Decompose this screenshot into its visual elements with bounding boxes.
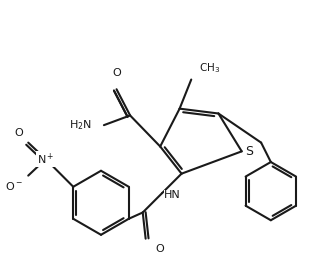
Text: O: O — [112, 68, 121, 77]
Text: S: S — [245, 145, 254, 158]
Text: O: O — [15, 128, 23, 138]
Text: H$_2$N: H$_2$N — [69, 118, 92, 132]
Text: O$^-$: O$^-$ — [5, 180, 23, 192]
Text: CH$_3$: CH$_3$ — [199, 61, 220, 75]
Text: HN: HN — [164, 190, 181, 200]
Text: N$^+$: N$^+$ — [37, 152, 54, 167]
Text: O: O — [156, 244, 164, 253]
